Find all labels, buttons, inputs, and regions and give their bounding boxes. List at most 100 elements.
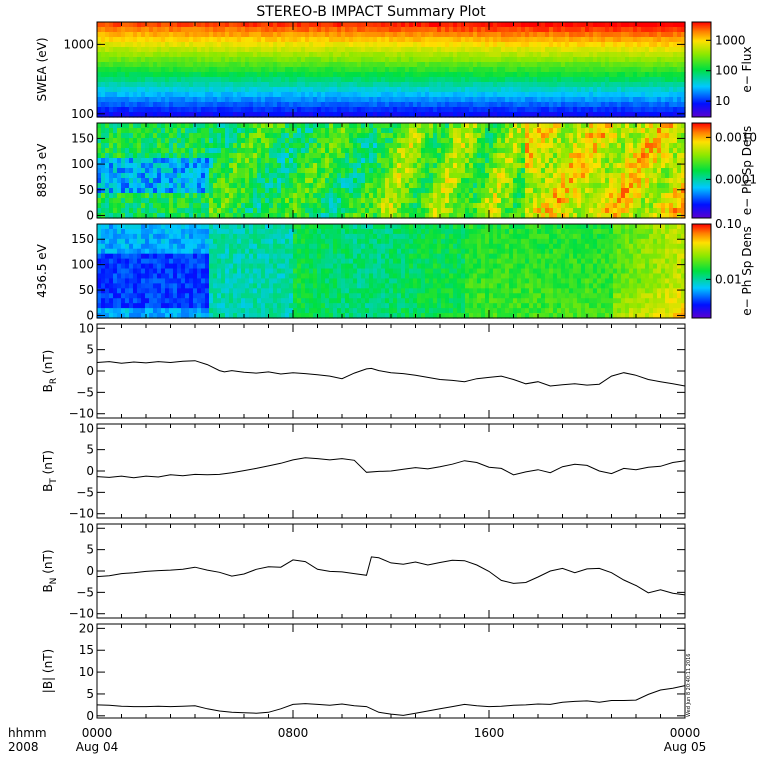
heatmap-cell	[377, 32, 382, 38]
heatmap-cell	[309, 47, 314, 53]
heatmap-cell	[365, 163, 370, 169]
heatmap-cell	[225, 188, 230, 194]
heatmap-cell	[337, 193, 342, 199]
heatmap-cell	[233, 87, 238, 93]
heatmap-cell	[405, 123, 410, 129]
heatmap-cell	[377, 27, 382, 33]
heatmap-cell	[637, 47, 642, 53]
heatmap-cell	[145, 27, 150, 33]
heatmap-cell	[321, 183, 326, 189]
heatmap-cell	[513, 32, 518, 38]
heatmap-cell	[621, 47, 626, 53]
heatmap-cell	[309, 188, 314, 194]
heatmap-cell	[293, 107, 298, 113]
heatmap-cell	[237, 107, 242, 113]
heatmap-cell	[417, 72, 422, 78]
heatmap-cell	[285, 193, 290, 199]
heatmap-cell	[605, 87, 610, 93]
heatmap-cell	[305, 178, 310, 184]
heatmap-cell	[385, 178, 390, 184]
heatmap-cell	[241, 208, 246, 214]
heatmap-cell	[249, 72, 254, 78]
heatmap-cell	[481, 92, 486, 98]
heatmap-cell	[317, 67, 322, 73]
heatmap-cell	[125, 163, 130, 169]
heatmap-cell	[185, 112, 190, 118]
heatmap-cell	[529, 102, 534, 108]
heatmap-cell	[385, 57, 390, 63]
heatmap-cell	[393, 72, 398, 78]
heatmap-cell	[169, 178, 174, 184]
heatmap-cell	[161, 102, 166, 108]
heatmap-cell	[333, 158, 338, 164]
heatmap-cell	[225, 97, 230, 103]
heatmap-cell	[129, 208, 134, 214]
heatmap-cell	[229, 133, 234, 139]
heatmap-cell	[453, 57, 458, 63]
heatmap-cell	[553, 97, 558, 103]
heatmap-cell	[233, 133, 238, 139]
heatmap-cell	[285, 92, 290, 98]
heatmap-cell	[297, 188, 302, 194]
heatmap-cell	[461, 193, 466, 199]
heatmap-cell	[173, 47, 178, 53]
heatmap-cell	[105, 128, 110, 134]
heatmap-cell	[641, 112, 646, 118]
heatmap-cell	[221, 143, 226, 149]
heatmap-cell	[185, 178, 190, 184]
heatmap-cell	[497, 22, 502, 28]
heatmap-cell	[345, 87, 350, 93]
heatmap-cell	[281, 57, 286, 63]
heatmap-cell	[129, 193, 134, 199]
heatmap-cell	[369, 57, 374, 63]
heatmap-cell	[521, 143, 526, 149]
heatmap-cell	[537, 97, 542, 103]
heatmap-cell	[505, 178, 510, 184]
heatmap-cell	[225, 143, 230, 149]
heatmap-cell	[449, 87, 454, 93]
heatmap-cell	[405, 42, 410, 48]
heatmap-cell	[161, 52, 166, 58]
heatmap-cell	[501, 47, 506, 53]
heatmap-cell	[205, 213, 210, 219]
heatmap-cell	[649, 57, 654, 63]
heatmap-cell	[393, 62, 398, 68]
heatmap-cell	[317, 198, 322, 204]
heatmap-cell	[649, 32, 654, 38]
heatmap-cell	[629, 92, 634, 98]
heatmap-cell	[509, 52, 514, 58]
heatmap-cell	[381, 143, 386, 149]
heatmap-cell	[557, 67, 562, 73]
heatmap-cell	[241, 62, 246, 68]
heatmap-cell	[449, 148, 454, 154]
heatmap-cell	[117, 208, 122, 214]
heatmap-cell	[285, 168, 290, 174]
heatmap-cell	[121, 163, 126, 169]
heatmap-cell	[409, 178, 414, 184]
heatmap-cell	[141, 42, 146, 48]
heatmap-cell	[521, 213, 526, 219]
heatmap-cell	[437, 52, 442, 58]
heatmap-cell	[541, 213, 546, 219]
heatmap-cell	[277, 27, 282, 33]
heatmap-cell	[497, 82, 502, 88]
heatmap-cell	[357, 178, 362, 184]
heatmap-cell	[173, 133, 178, 139]
heatmap-cell	[669, 42, 674, 48]
heatmap-cell	[625, 72, 630, 78]
heatmap-cell	[177, 62, 182, 68]
heatmap-cell	[341, 168, 346, 174]
heatmap-cell	[613, 67, 618, 73]
heatmap-cell	[529, 198, 534, 204]
heatmap-cell	[157, 97, 162, 103]
heatmap-cell	[253, 57, 258, 63]
heatmap-cell	[337, 37, 342, 43]
heatmap-cell	[169, 188, 174, 194]
heatmap-cell	[237, 77, 242, 83]
heatmap-cell	[485, 208, 490, 214]
heatmap-cell	[273, 133, 278, 139]
heatmap-cell	[517, 97, 522, 103]
heatmap-cell	[369, 72, 374, 78]
heatmap-cell	[229, 188, 234, 194]
heatmap-cell	[553, 158, 558, 164]
